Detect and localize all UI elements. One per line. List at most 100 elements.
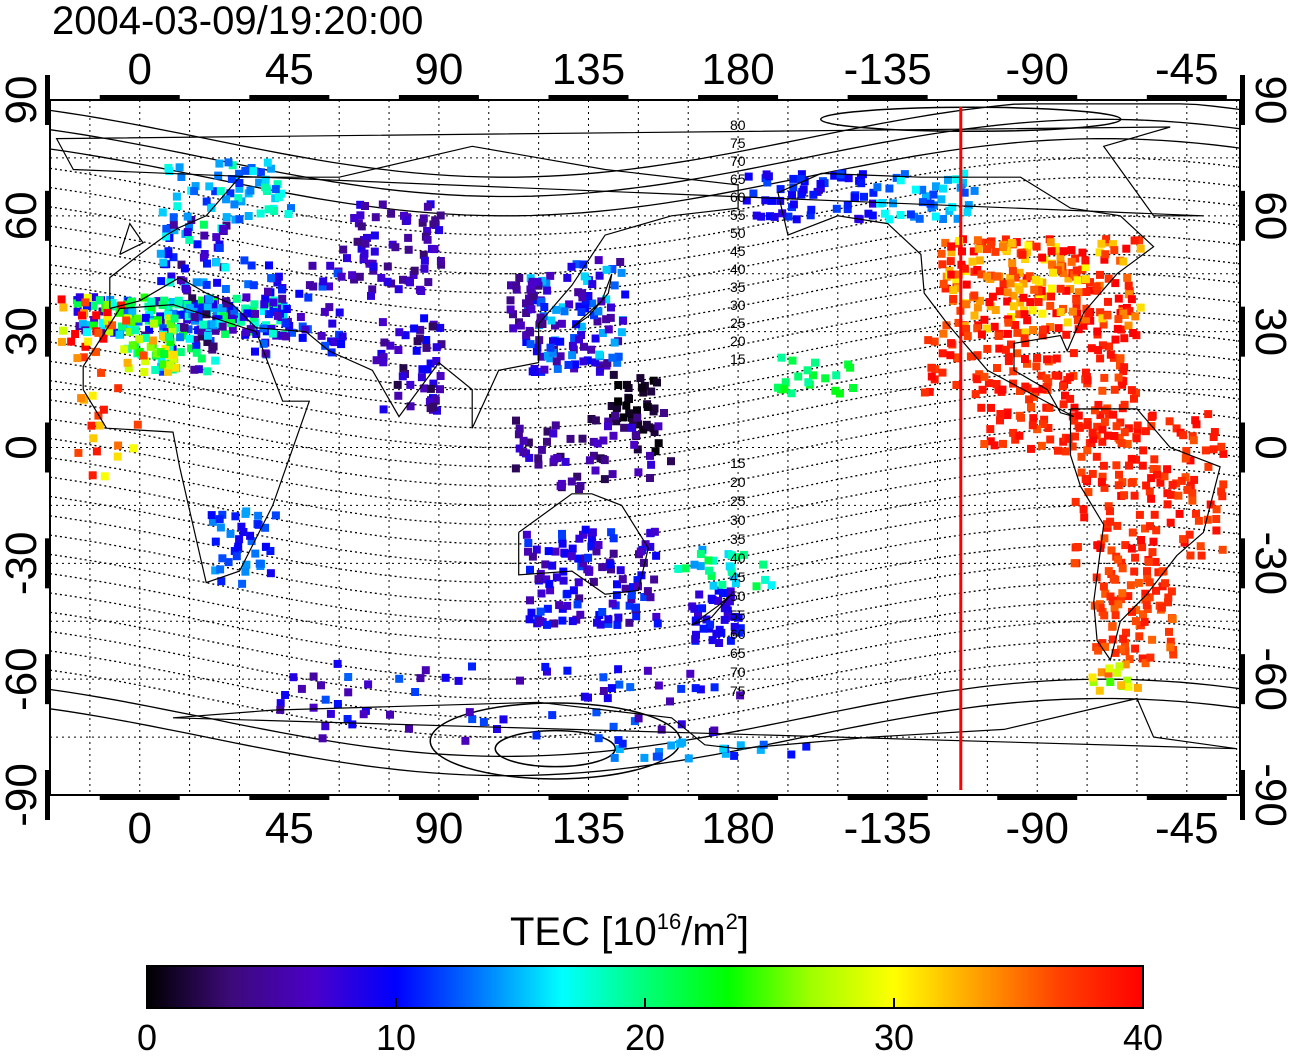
tec-cell bbox=[1127, 454, 1136, 463]
tec-cell bbox=[1114, 315, 1123, 324]
tec-cell bbox=[525, 615, 534, 624]
tec-cell bbox=[768, 196, 777, 205]
tec-cell bbox=[261, 542, 270, 551]
tec-cell bbox=[715, 639, 724, 647]
bottom-longitude-tick: 90 bbox=[414, 804, 463, 853]
coastline-segment bbox=[1069, 408, 1221, 662]
tec-cell bbox=[694, 611, 702, 620]
tec-cell bbox=[1009, 302, 1018, 311]
tec-cell bbox=[946, 257, 955, 266]
tec-cell bbox=[633, 413, 642, 422]
tec-cell bbox=[960, 264, 969, 273]
tec-cell bbox=[131, 326, 140, 335]
magnetic-contour bbox=[50, 103, 1240, 178]
north-pole-contour bbox=[820, 106, 1122, 133]
contour-label-north: 20 bbox=[730, 333, 746, 349]
tec-cell bbox=[265, 261, 273, 270]
tec-cell bbox=[321, 341, 330, 350]
tec-cell bbox=[1175, 509, 1184, 518]
tec-cell bbox=[998, 385, 1007, 394]
tec-cell bbox=[578, 293, 587, 302]
tec-cell bbox=[731, 579, 740, 588]
tec-cell bbox=[363, 233, 371, 242]
tec-cell bbox=[1111, 611, 1120, 620]
tec-cell bbox=[955, 236, 964, 245]
tec-cell bbox=[1082, 315, 1090, 324]
tec-cell bbox=[436, 257, 445, 265]
tec-cell bbox=[614, 381, 623, 389]
tec-cell bbox=[266, 547, 275, 555]
contour-label-south: 40 bbox=[730, 550, 746, 566]
tec-cell bbox=[429, 379, 438, 388]
colorbar-ticks: 0 10 20 30 40 bbox=[137, 998, 1163, 1057]
tec-cell bbox=[1166, 643, 1175, 652]
tec-cell bbox=[1152, 526, 1161, 535]
tec-cell bbox=[613, 402, 622, 411]
tec-cell bbox=[1046, 238, 1055, 247]
tec-cell bbox=[832, 371, 841, 380]
tec-cell bbox=[1003, 297, 1012, 306]
tec-cell bbox=[339, 245, 348, 254]
tec-cell bbox=[1112, 461, 1121, 470]
tec-cell bbox=[959, 178, 968, 187]
tec-cell bbox=[1054, 324, 1063, 333]
tec-cell bbox=[1163, 465, 1172, 474]
tec-cell bbox=[506, 305, 515, 314]
left-frame-bar bbox=[45, 306, 50, 357]
right-latitude-tick: 90 bbox=[1246, 76, 1292, 125]
coastlines bbox=[55, 126, 1237, 750]
tec-cell bbox=[1185, 530, 1194, 539]
tec-cell bbox=[255, 178, 264, 187]
tec-cell bbox=[148, 336, 157, 345]
tec-cell bbox=[632, 603, 640, 612]
tec-cell bbox=[1088, 428, 1097, 437]
tec-cell bbox=[185, 304, 194, 313]
tec-cell bbox=[515, 274, 524, 282]
tec-cell bbox=[543, 286, 552, 295]
tec-cell bbox=[591, 358, 600, 367]
tec-cell bbox=[985, 298, 994, 307]
tec-cell bbox=[584, 292, 593, 300]
tec-cell bbox=[1109, 574, 1118, 583]
tec-cell bbox=[1112, 422, 1121, 431]
tec-cell bbox=[256, 209, 265, 218]
tec-cell bbox=[953, 214, 962, 223]
tec-cell bbox=[915, 214, 924, 223]
tec-cell bbox=[151, 366, 160, 374]
tec-cell bbox=[984, 379, 993, 388]
colorbar-title-unit-exponent: 2 bbox=[726, 909, 738, 934]
tec-cell bbox=[757, 212, 766, 221]
left-latitude-tick: 0 bbox=[0, 435, 46, 459]
tec-cell bbox=[129, 444, 138, 453]
tec-cell bbox=[506, 296, 515, 305]
tec-cell bbox=[580, 342, 588, 351]
tec-cell bbox=[432, 357, 441, 365]
tec-cell bbox=[244, 212, 253, 220]
tec-cell bbox=[399, 275, 407, 284]
tec-cell bbox=[251, 309, 259, 318]
tec-cell bbox=[952, 175, 961, 184]
tec-cell bbox=[267, 274, 276, 283]
tec-cell bbox=[1111, 648, 1120, 657]
tec-cell bbox=[154, 297, 163, 306]
tec-cell bbox=[1167, 587, 1176, 596]
tec-cell bbox=[202, 197, 211, 206]
tec-cell bbox=[1210, 428, 1219, 436]
tec-cell bbox=[1056, 252, 1065, 261]
tec-cell bbox=[1071, 432, 1079, 441]
tec-cell bbox=[1111, 335, 1120, 344]
tec-cell bbox=[726, 593, 735, 602]
tec-cell bbox=[1101, 642, 1110, 651]
left-latitude-tick: -30 bbox=[0, 532, 46, 596]
tec-cell bbox=[87, 421, 96, 430]
tec-cell bbox=[1081, 474, 1090, 483]
tec-cell bbox=[1116, 361, 1124, 370]
tec-cell bbox=[221, 285, 230, 293]
tec-cell bbox=[247, 261, 256, 270]
tec-cell bbox=[831, 386, 840, 395]
tec-cell bbox=[1011, 321, 1020, 329]
tec-cell bbox=[761, 196, 770, 205]
tec-cell bbox=[1177, 476, 1186, 485]
top-longitude-tick: 0 bbox=[128, 45, 152, 94]
tec-cell bbox=[526, 285, 535, 294]
